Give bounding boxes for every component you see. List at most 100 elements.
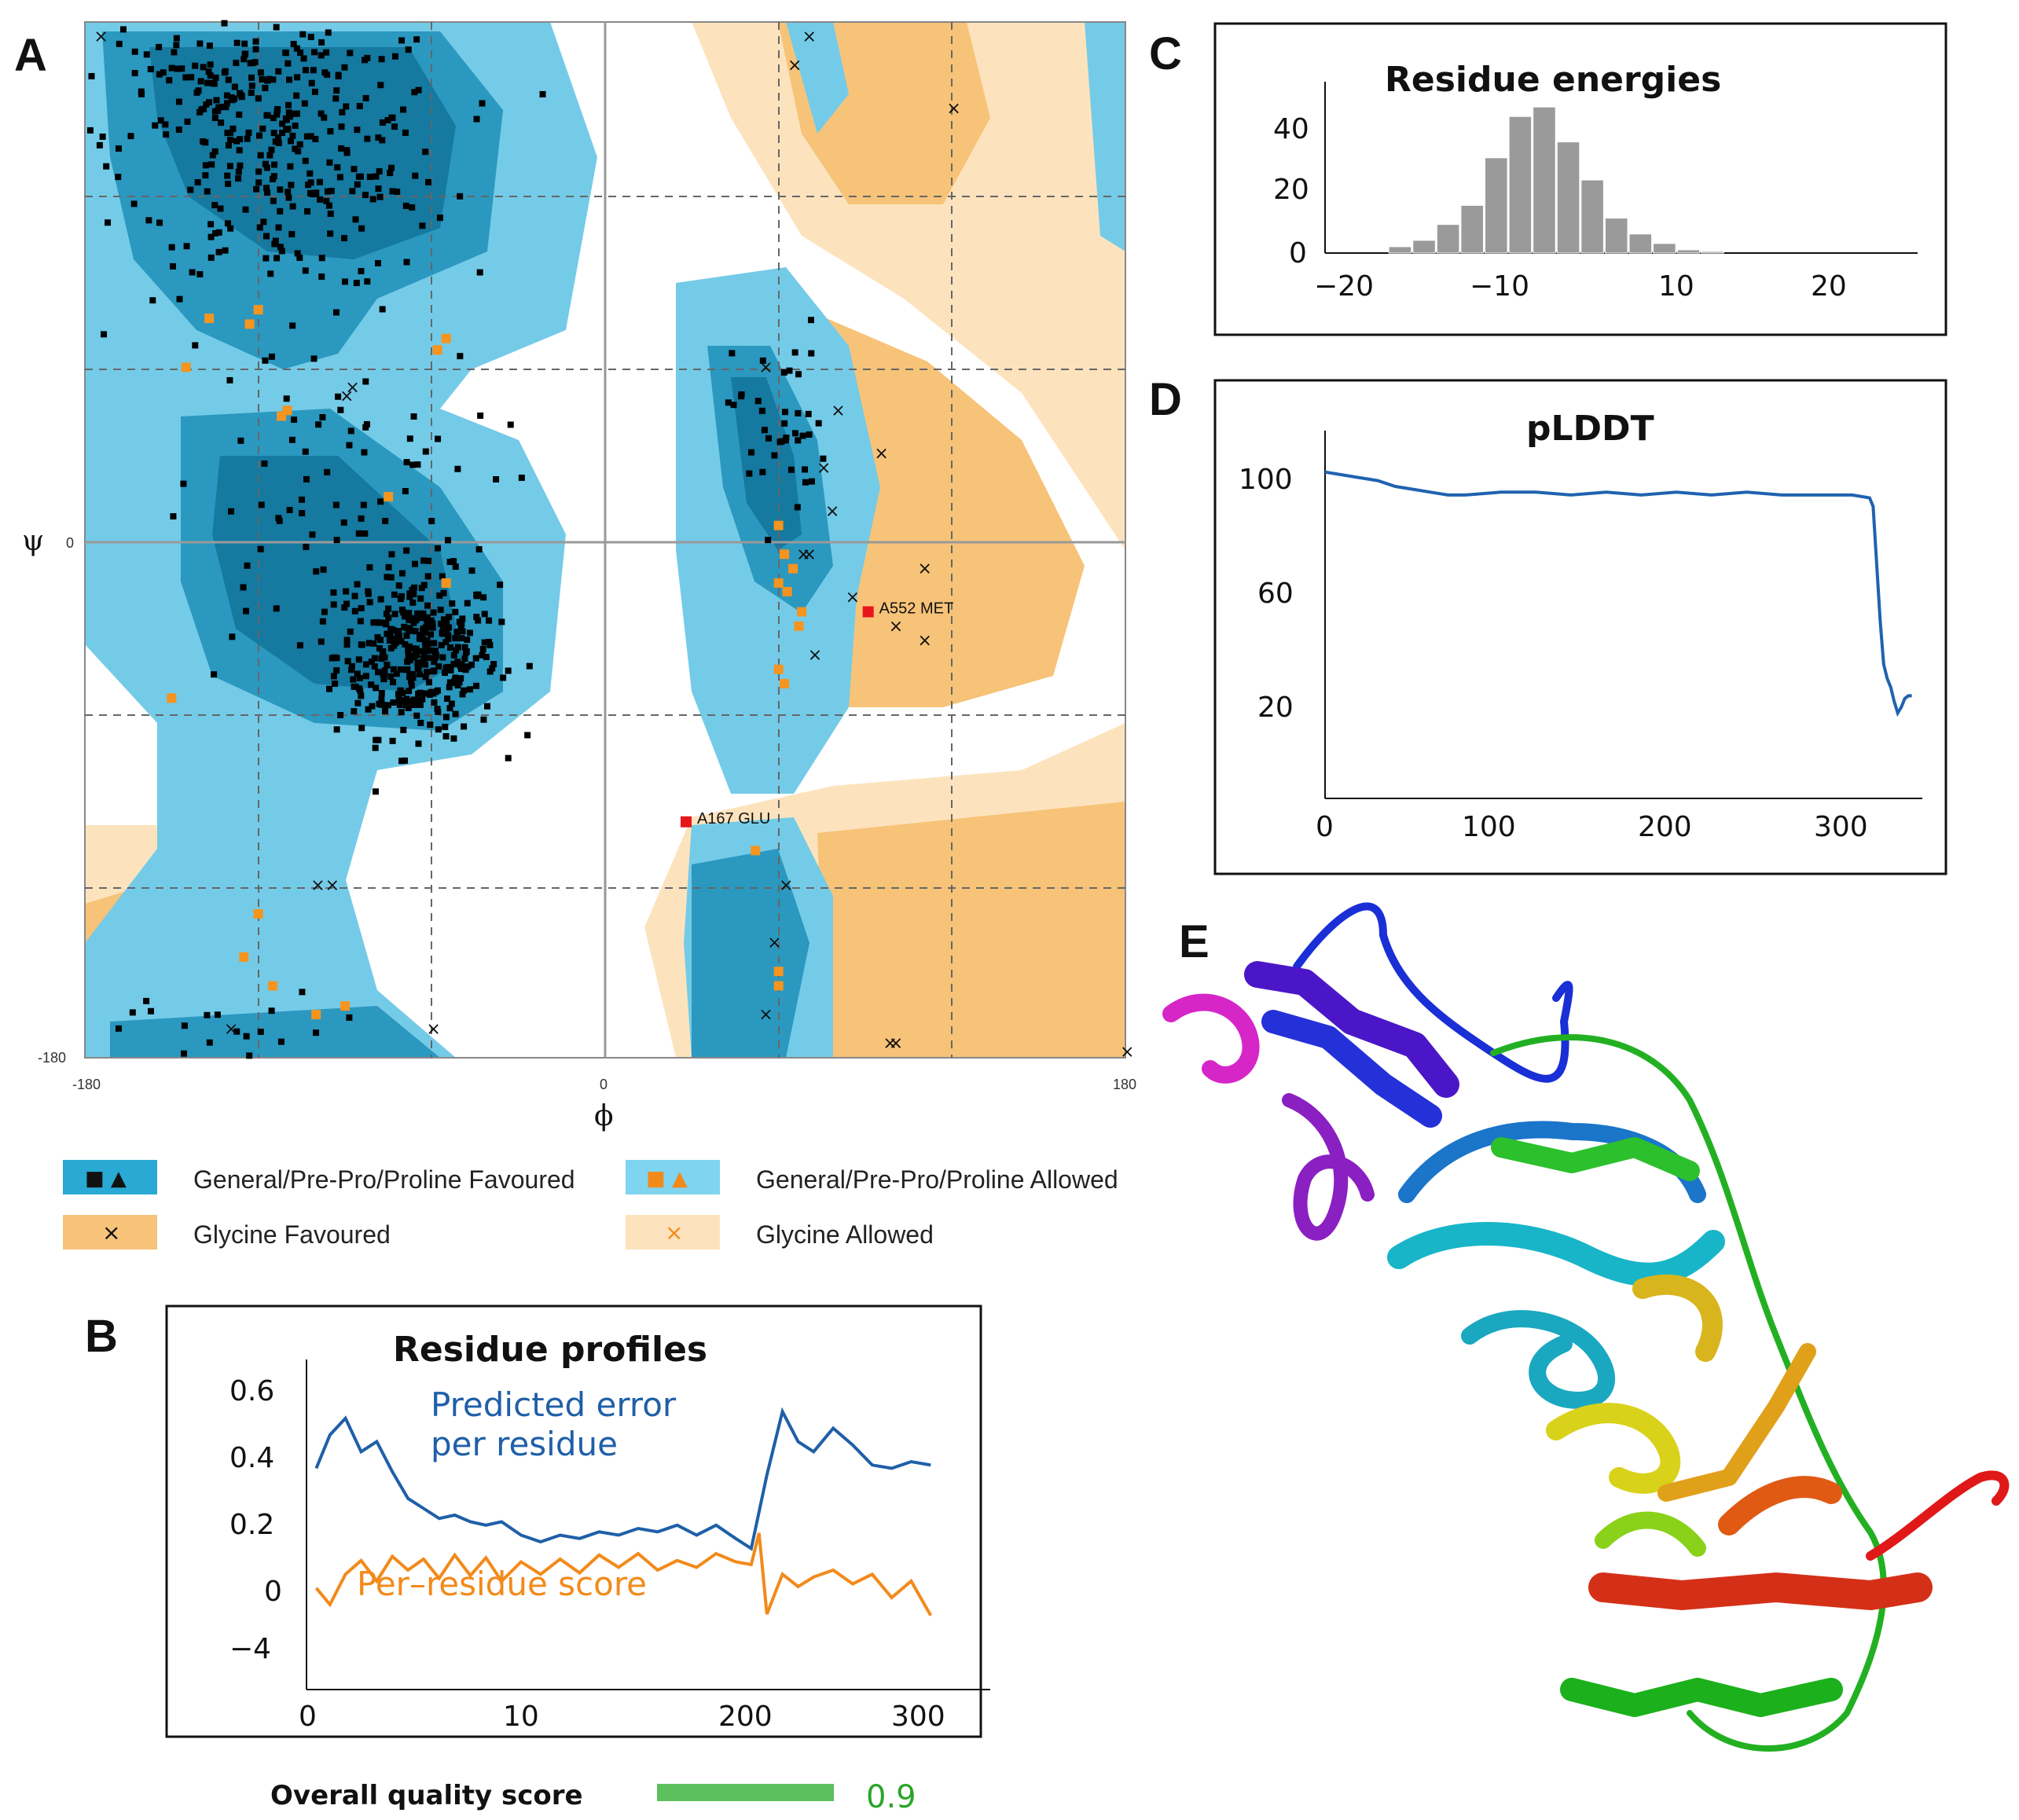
- residue-point: [115, 1025, 122, 1032]
- glycine-point: ×: [796, 545, 810, 564]
- residue-point: [149, 297, 156, 304]
- residue-point: [372, 788, 379, 795]
- residue-point: [425, 178, 432, 185]
- residue-point: [454, 659, 461, 666]
- residue-point: [409, 461, 417, 468]
- residue-point: [273, 111, 281, 118]
- residue-point: [375, 669, 382, 676]
- residue-point: [379, 306, 386, 313]
- allowed-point: [253, 305, 263, 315]
- residue-point: [439, 626, 446, 633]
- residue-point: [115, 145, 122, 152]
- residue-point: [332, 309, 340, 316]
- residue-point: [348, 662, 355, 670]
- residue-point: [286, 76, 293, 83]
- residue-point: [321, 114, 328, 121]
- residue-point: [431, 699, 438, 706]
- energies-xtick-10: 10: [1658, 270, 1694, 303]
- residue-point: [413, 36, 420, 43]
- residue-point: [310, 67, 317, 74]
- residue-point: [412, 628, 419, 635]
- residue-point: [206, 1039, 213, 1046]
- residue-point: [215, 107, 222, 114]
- residue-point: [505, 754, 512, 761]
- ribbon-yellow-helix: [1546, 1403, 1681, 1494]
- residue-point: [406, 616, 413, 623]
- residue-point: [406, 590, 413, 597]
- residue-point: [237, 162, 244, 169]
- residue-point: [212, 74, 219, 81]
- residue-point: [289, 132, 296, 139]
- residue-point: [450, 651, 457, 659]
- residue-point: [312, 191, 319, 198]
- residue-point: [192, 62, 199, 69]
- residue-point: [442, 714, 450, 721]
- legend-swatch-general-favoured: [63, 1160, 157, 1194]
- residue-point: [479, 646, 486, 653]
- energies-ytick-0: 0: [1289, 237, 1307, 270]
- outlier-a552-marker[interactable]: [862, 606, 874, 618]
- residue-point: [302, 67, 309, 74]
- residue-point: [380, 675, 387, 682]
- plddt-xtick-200: 200: [1638, 811, 1692, 843]
- residue-point: [524, 732, 531, 739]
- residue-point: [459, 628, 466, 635]
- residue-point: [379, 651, 386, 658]
- residue-point: [156, 43, 163, 50]
- residue-point: [299, 31, 307, 38]
- residue-point: [447, 666, 454, 673]
- residue-point: [368, 681, 375, 688]
- panel-label-a: A: [14, 30, 47, 81]
- plddt-frame: [1213, 379, 1947, 875]
- plddt-ytick-60: 60: [1257, 578, 1294, 610]
- residue-point: [193, 89, 200, 96]
- allowed-point: [239, 952, 249, 962]
- legend-symbol-glycine-favoured: ×: [102, 1220, 120, 1246]
- residue-point: [283, 126, 290, 133]
- residue-point: [285, 194, 292, 201]
- residue-point: [387, 644, 395, 651]
- residue-point: [403, 547, 410, 554]
- outlier-a167-marker[interactable]: [680, 816, 692, 827]
- ribbon-orange-sheet: [1657, 1343, 1816, 1502]
- residue-point: [369, 196, 376, 203]
- histogram-bar: [1508, 116, 1533, 254]
- residue-point: [330, 601, 337, 608]
- residue-point: [355, 685, 362, 692]
- residue-point: [143, 51, 150, 58]
- residue-point: [334, 163, 341, 171]
- residue-point: [262, 85, 269, 92]
- residue-point: [333, 87, 340, 94]
- residue-point: [362, 661, 369, 668]
- residue-point: [271, 161, 278, 168]
- residue-point: [347, 427, 354, 435]
- residue-point: [303, 133, 310, 140]
- glycine-point: ×: [918, 631, 932, 651]
- residue-point: [293, 92, 300, 99]
- residue-point: [324, 188, 331, 195]
- histogram-bar: [1436, 224, 1460, 254]
- residue-point: [273, 255, 281, 262]
- residue-point: [262, 357, 269, 364]
- residue-point: [409, 674, 417, 681]
- residue-point: [235, 175, 242, 182]
- residue-point: [409, 702, 416, 709]
- allowed-point: [773, 664, 784, 674]
- residue-point: [330, 673, 337, 680]
- profiles-x-ticks: 0 10 200 300: [299, 1701, 945, 1733]
- residue-point: [416, 670, 423, 677]
- per-residue-score-line: [314, 1532, 933, 1616]
- residue-point: [410, 619, 417, 626]
- residue-point: [353, 280, 360, 287]
- residue-point: [404, 659, 411, 666]
- glycine-point: ×: [889, 617, 903, 637]
- residue-point: [428, 517, 435, 524]
- residue-point: [255, 95, 262, 102]
- rama-y-axis-label: ψ: [22, 525, 44, 557]
- residue-point: [317, 196, 324, 203]
- residue-point: [820, 455, 827, 462]
- residue-point: [807, 317, 814, 324]
- residue-point: [412, 172, 419, 179]
- allowed-point: [782, 586, 792, 596]
- residue-point: [412, 647, 419, 654]
